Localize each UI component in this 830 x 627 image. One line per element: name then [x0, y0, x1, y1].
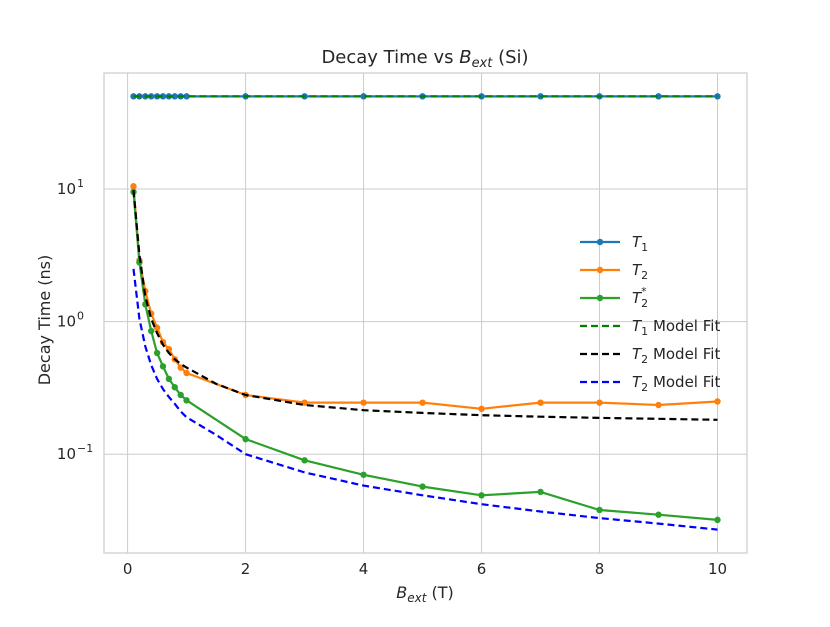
data-point-t-2 — [147, 327, 155, 335]
data-point-t-2 — [419, 399, 426, 406]
data-point-t-2 — [655, 511, 662, 518]
data-point-t-1 — [478, 93, 485, 100]
data-point-t-2 — [360, 399, 367, 406]
y-tick-label: 100 — [57, 310, 84, 331]
data-point-t-2 — [153, 324, 161, 331]
data-point-t-1 — [183, 93, 190, 100]
data-point-t-1 — [655, 93, 662, 100]
legend-marker-t-2 — [596, 294, 604, 302]
data-point-t-2 — [655, 401, 662, 409]
plot-area — [104, 73, 747, 553]
legend-label-t-2-model-fit-2: T2 Model Fit — [632, 373, 720, 394]
x-tick-label: 6 — [477, 560, 487, 578]
data-point-t-2 — [130, 183, 137, 190]
series-line-t-2-model-fit-2 — [132, 268, 718, 531]
x-tick-label: 8 — [595, 560, 605, 578]
data-point-t-2 — [714, 516, 721, 524]
data-point-t-2 — [419, 483, 426, 490]
title-symbol: B — [459, 47, 471, 68]
legend-label-t-2: T2* — [632, 285, 648, 310]
legend-label-t-1: T1 — [632, 233, 648, 254]
x-tick-label: 10 — [708, 560, 727, 578]
x-tick-label: 2 — [241, 560, 251, 578]
y-tick-label: 10−1 — [57, 442, 93, 463]
data-point-t-2 — [478, 405, 485, 413]
series-layer — [130, 93, 721, 531]
data-point-t-2 — [165, 375, 173, 383]
data-point-t-2 — [301, 399, 308, 406]
data-point-t-2 — [714, 398, 721, 405]
data-point-t-1 — [130, 93, 137, 100]
legend-marker-t-1 — [596, 238, 604, 246]
data-point-t-2 — [177, 391, 184, 399]
data-point-t-2 — [596, 399, 603, 406]
series-line-t-2-model-fit — [132, 190, 718, 421]
title-prefix: Decay Time vs — [321, 47, 459, 68]
legend-marker-t-2 — [596, 266, 604, 274]
legend: T1 T2 T2* T1 Model Fit T2 Model Fit T2 Model … — [580, 233, 720, 394]
y-tick-exponent: −1 — [77, 442, 93, 455]
data-point-t-2 — [537, 399, 544, 406]
x-tick-label: 4 — [359, 560, 369, 578]
plot-frame — [103, 72, 748, 554]
x-label-suffix: (T) — [426, 583, 453, 602]
grid — [104, 73, 747, 553]
data-point-t-2 — [183, 369, 190, 377]
data-point-t-2 — [360, 471, 367, 478]
legend-label-t-1-model-fit: T1 Model Fit — [632, 317, 720, 338]
y-axis-label: Decay Time (ns) — [35, 255, 54, 386]
data-point-t-1 — [159, 93, 167, 100]
data-point-t-2 — [596, 506, 603, 514]
data-point-t-1 — [714, 93, 721, 100]
y-tick-label: 101 — [57, 177, 84, 198]
title-subscript: ext — [472, 56, 494, 71]
x-axis-ticks: 0 2 4 6 8 10 — [123, 560, 727, 578]
y-tick-exponent: 1 — [77, 177, 84, 190]
data-point-t-2 — [153, 349, 161, 357]
chart-title: Decay Time vs Bext (Si) — [321, 47, 528, 71]
legend-label-t-2-model-fit: T2 Model Fit — [632, 345, 720, 366]
x-label-symbol: B — [396, 583, 407, 602]
data-point-t-2 — [301, 457, 308, 464]
x-axis-label: Bext (T) — [396, 583, 454, 605]
legend-label-t-2: T2 — [632, 261, 648, 282]
data-point-t-1 — [171, 93, 178, 100]
data-point-t-2 — [537, 488, 544, 496]
data-point-t-2 — [183, 397, 190, 404]
data-point-t-2 — [159, 363, 167, 370]
x-tick-label: 0 — [123, 560, 133, 578]
x-label-subscript: ext — [407, 591, 427, 605]
data-point-t-2 — [171, 384, 178, 391]
y-tick-exponent: 0 — [77, 310, 84, 323]
data-point-t-1 — [360, 93, 367, 100]
data-point-t-2 — [242, 435, 249, 443]
title-suffix: (Si) — [492, 47, 528, 68]
data-point-t-2 — [478, 492, 485, 499]
